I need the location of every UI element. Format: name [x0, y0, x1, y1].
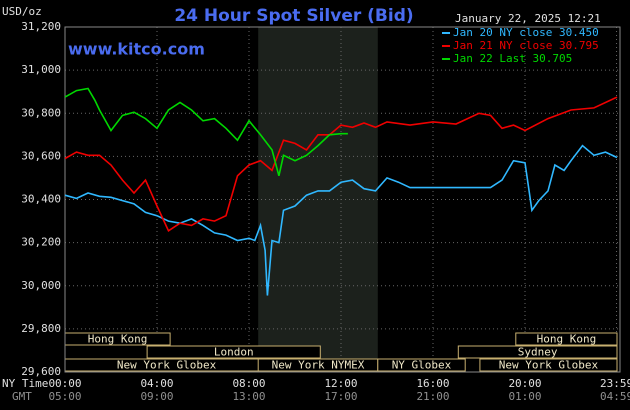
y-tick-label: 30,600 — [21, 149, 61, 162]
plot-frame — [64, 26, 621, 373]
series-line — [64, 96, 618, 232]
session-bar — [479, 358, 618, 372]
legend-label: Jan 21 NY close 30.795 — [453, 39, 599, 52]
y-tick-label: 31,000 — [21, 63, 61, 76]
website: www.kitco.com — [68, 40, 205, 59]
session-bar — [515, 332, 618, 346]
x-tick-label: 08:00 — [232, 377, 265, 390]
series-line — [64, 87, 348, 177]
y-tick-label: 30,800 — [21, 106, 61, 119]
session-label: NY Globex — [392, 359, 452, 372]
y-tick-label: 30,200 — [21, 236, 61, 249]
gmt-tick-label: 09:00 — [140, 390, 173, 403]
session-label: Hong Kong — [537, 333, 597, 346]
y-tick-label: 30,000 — [21, 279, 61, 292]
session-label: New York NYMEX — [272, 359, 365, 372]
gmt-tick-label: 17:00 — [324, 390, 357, 403]
y-tick-label: 30,400 — [21, 193, 61, 206]
gmt-tick-label: 21:00 — [416, 390, 449, 403]
x-tick-label: 00:00 — [48, 377, 81, 390]
session-bar — [146, 345, 321, 359]
y-axis-label: USD/oz — [2, 5, 42, 18]
chart-title: 24 Hour Spot Silver (Bid) — [174, 6, 413, 26]
series-line — [64, 144, 618, 296]
session-label: Sydney — [518, 346, 558, 359]
x-tick-label: 12:00 — [324, 377, 357, 390]
session-bar — [457, 345, 618, 359]
session-label: Hong Kong — [88, 333, 148, 346]
session-bar — [377, 358, 466, 372]
x-axis-label: NY Time — [2, 377, 48, 390]
gmt-tick-label: 01:00 — [508, 390, 541, 403]
session-label: New York Globex — [117, 359, 217, 372]
gmt-tick-label: 13:00 — [232, 390, 265, 403]
session-label: New York Globex — [499, 359, 599, 372]
x-tick-label: 04:00 — [140, 377, 173, 390]
legend-label: Jan 22 Last 30.705 — [453, 52, 572, 65]
legend-label: Jan 20 NY close 30.450 — [453, 26, 599, 39]
x-tick-label: 16:00 — [416, 377, 449, 390]
x2-axis-label: GMT — [12, 390, 32, 403]
x-tick-label: 23:59 — [600, 377, 630, 390]
session-label: London — [214, 346, 254, 359]
x-tick-label: 20:00 — [508, 377, 541, 390]
y-tick-label: 29,800 — [21, 322, 61, 335]
y-tick-label: 31,200 — [21, 20, 61, 33]
timestamp: January 22, 2025 12:21 — [455, 12, 601, 25]
gmt-tick-label: 05:00 — [48, 390, 81, 403]
gmt-tick-label: 04:59 — [600, 390, 630, 403]
y-tick-label: 29,600 — [21, 365, 61, 378]
